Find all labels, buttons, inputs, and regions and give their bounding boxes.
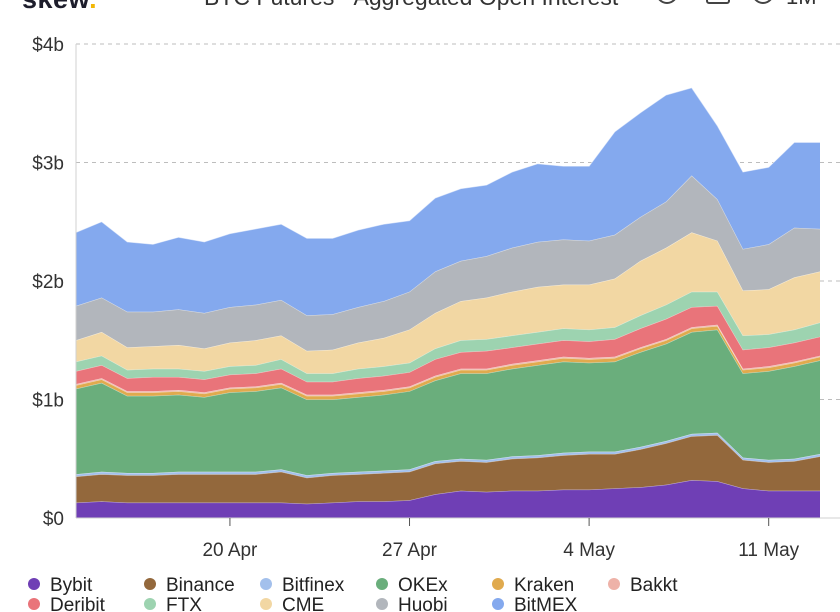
legend-label: Huobi [398,595,448,612]
series-edge-bitmex [75,87,820,245]
range-selector-button[interactable]: 1M [786,0,817,10]
legend-label: Bybit [50,575,93,596]
y-tick-label: $2b [32,272,64,293]
x-tick-label: 4 May [563,540,615,561]
brand-logo[interactable]: skew. [22,0,97,15]
y-tick-label: $4b [32,35,64,56]
page-title: BTC Futures - Aggregated Open Interest [204,0,618,11]
series-area-ftx [76,291,820,382]
series-area-cme [76,232,820,374]
legend-label: BitMEX [514,595,578,612]
y-tick-label: $3b [32,154,64,175]
legend-item-bybit[interactable]: Bybit [28,575,92,597]
legend-label: FTX [166,595,202,612]
legend-label: Bakkt [630,575,678,596]
legend-swatch [492,598,504,610]
series-area-okex [76,329,820,476]
legend-item-ftx[interactable]: FTX [144,595,202,612]
legend-swatch [376,598,388,610]
brand-text: skew [22,0,89,14]
legend-item-okex[interactable]: OKEx [376,575,448,597]
legend-swatch [144,578,156,590]
legend-swatch [492,578,504,590]
series-area-bitmex [76,87,820,316]
legend-label: Bitfinex [282,575,345,596]
legend-item-bakkt[interactable]: Bakkt [608,575,678,597]
legend-item-bitmex[interactable]: BitMEX [492,595,577,612]
legend-label: CME [282,595,325,612]
legend-item-huobi[interactable]: Huobi [376,595,448,612]
legend-label: Deribit [50,595,105,612]
legend-swatch [144,598,156,610]
series-edge-okex [75,329,821,400]
legend-item-deribit[interactable]: Deribit [28,595,105,612]
legend-item-binance[interactable]: Binance [144,575,235,597]
legend-label: OKEx [398,575,448,596]
legend-swatch [260,598,272,610]
y-tick-label: $0 [43,509,64,530]
series-area-binance [76,435,820,504]
chart-legend: Bybit Binance Bitfinex OKEx Kraken Bakkt Derib… [28,574,840,612]
legend-label: Binance [166,575,235,596]
legend-item-bitfinex[interactable]: Bitfinex [260,575,344,597]
legend-label: Kraken [514,575,575,596]
series-edge-kraken [75,325,821,397]
top-bar: skew. BTC Futures - Aggregated Open Inte… [0,0,840,22]
download-icon[interactable] [706,0,730,4]
legend-item-cme[interactable]: CME [260,595,324,612]
legend-swatch [28,578,40,590]
legend-swatch [260,578,272,590]
x-tick-label: 11 May [738,540,799,561]
series-area-bybit [76,480,820,518]
brand-dot: . [89,0,97,14]
legend-swatch [28,598,40,610]
x-tick-label: 27 Apr [382,540,438,561]
series-area-huobi [76,175,820,351]
legend-swatch [608,578,620,590]
legend-swatch [376,578,388,590]
legend-item-kraken[interactable]: Kraken [492,575,574,597]
x-tick-label: 20 Apr [202,540,258,561]
y-tick-label: $1b [32,391,64,412]
